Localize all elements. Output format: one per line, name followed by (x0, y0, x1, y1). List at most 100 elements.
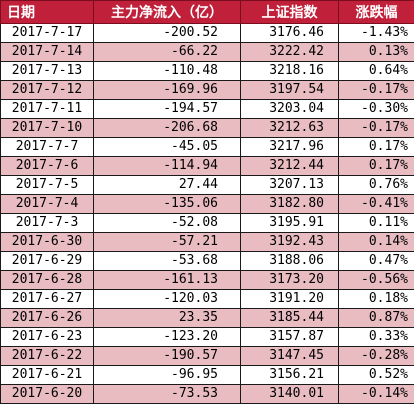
cell-change-percent[interactable]: 0.33% (338, 327, 414, 347)
cell-change-percent[interactable]: 0.17% (338, 137, 414, 157)
cell-date[interactable]: 2017-6-29 (0, 251, 94, 271)
cell-date[interactable]: 2017-7-13 (0, 61, 94, 81)
cell-main-net-inflow[interactable]: -190.57 (93, 346, 241, 366)
cell-date[interactable]: 2017-6-21 (0, 365, 94, 385)
table-row: 2017-7-11 -194.57 3203.04 -0.30% (0, 99, 414, 119)
table-row: 2017-6-27 -120.03 3191.20 0.18% (0, 289, 414, 309)
cell-shanghai-index[interactable]: 3195.91 (240, 213, 339, 233)
cell-date[interactable]: 2017-6-22 (0, 346, 94, 366)
cell-main-net-inflow[interactable]: -66.22 (93, 42, 241, 62)
table-row: 2017-7-7 -45.05 3217.96 0.17% (0, 137, 414, 157)
cell-main-net-inflow[interactable]: -120.03 (93, 289, 241, 309)
table-row: 2017-6-22 -190.57 3147.45 -0.28% (0, 346, 414, 366)
cell-change-percent[interactable]: -0.28% (338, 346, 414, 366)
cell-main-net-inflow[interactable]: -206.68 (93, 118, 241, 138)
cell-shanghai-index[interactable]: 3173.20 (240, 270, 339, 290)
cell-shanghai-index[interactable]: 3192.43 (240, 232, 339, 252)
cell-change-percent[interactable]: 0.52% (338, 365, 414, 385)
cell-change-percent[interactable]: -0.56% (338, 270, 414, 290)
cell-date[interactable]: 2017-7-6 (0, 156, 94, 176)
table-row: 2017-6-29 -53.68 3188.06 0.47% (0, 251, 414, 271)
cell-date[interactable]: 2017-6-20 (0, 384, 94, 404)
cell-shanghai-index[interactable]: 3157.87 (240, 327, 339, 347)
cell-change-percent[interactable]: 0.18% (338, 289, 414, 309)
cell-date[interactable]: 2017-7-3 (0, 213, 94, 233)
cell-shanghai-index[interactable]: 3182.80 (240, 194, 339, 214)
cell-shanghai-index[interactable]: 3218.16 (240, 61, 339, 81)
cell-change-percent[interactable]: -0.17% (338, 80, 414, 100)
cell-shanghai-index[interactable]: 3191.20 (240, 289, 339, 309)
cell-main-net-inflow[interactable]: -123.20 (93, 327, 241, 347)
table-row: 2017-6-28 -161.13 3173.20 -0.56% (0, 270, 414, 290)
cell-main-net-inflow[interactable]: -45.05 (93, 137, 241, 157)
header-row: 日期 主力净流入（亿） 上证指数 涨跌幅 (0, 0, 414, 24)
table-row: 2017-7-12 -169.96 3197.54 -0.17% (0, 80, 414, 100)
cell-shanghai-index[interactable]: 3147.45 (240, 346, 339, 366)
cell-main-net-inflow[interactable]: -96.95 (93, 365, 241, 385)
cell-change-percent[interactable]: 0.14% (338, 232, 414, 252)
cell-shanghai-index[interactable]: 3185.44 (240, 308, 339, 328)
cell-date[interactable]: 2017-7-4 (0, 194, 94, 214)
cell-date[interactable]: 2017-7-17 (0, 23, 94, 43)
cell-change-percent[interactable]: 0.13% (338, 42, 414, 62)
cell-date[interactable]: 2017-7-10 (0, 118, 94, 138)
cell-shanghai-index[interactable]: 3176.46 (240, 23, 339, 43)
cell-main-net-inflow[interactable]: -169.96 (93, 80, 241, 100)
cell-date[interactable]: 2017-6-30 (0, 232, 94, 252)
cell-main-net-inflow[interactable]: -57.21 (93, 232, 241, 252)
cell-shanghai-index[interactable]: 3203.04 (240, 99, 339, 119)
cell-main-net-inflow[interactable]: -194.57 (93, 99, 241, 119)
cell-change-percent[interactable]: -0.14% (338, 384, 414, 404)
cell-shanghai-index[interactable]: 3207.13 (240, 175, 339, 195)
cell-shanghai-index[interactable]: 3222.42 (240, 42, 339, 62)
cell-change-percent[interactable]: -0.41% (338, 194, 414, 214)
table-row: 2017-6-30 -57.21 3192.43 0.14% (0, 232, 414, 252)
cell-shanghai-index[interactable]: 3140.01 (240, 384, 339, 404)
cell-shanghai-index[interactable]: 3156.21 (240, 365, 339, 385)
cell-date[interactable]: 2017-7-7 (0, 137, 94, 157)
column-header-change-percent: 涨跌幅 (338, 0, 414, 24)
cell-shanghai-index[interactable]: 3217.96 (240, 137, 339, 157)
cell-change-percent[interactable]: 0.87% (338, 308, 414, 328)
cell-main-net-inflow[interactable]: -114.94 (93, 156, 241, 176)
cell-date[interactable]: 2017-6-27 (0, 289, 94, 309)
cell-date[interactable]: 2017-6-28 (0, 270, 94, 290)
cell-main-net-inflow[interactable]: -135.06 (93, 194, 241, 214)
table-row: 2017-7-10 -206.68 3212.63 -0.17% (0, 118, 414, 138)
cell-date[interactable]: 2017-7-5 (0, 175, 94, 195)
cell-date[interactable]: 2017-7-11 (0, 99, 94, 119)
cell-main-net-inflow[interactable]: -53.68 (93, 251, 241, 271)
cell-main-net-inflow[interactable]: -52.08 (93, 213, 241, 233)
column-header-shanghai-index: 上证指数 (240, 0, 339, 24)
cell-date[interactable]: 2017-6-23 (0, 327, 94, 347)
cell-shanghai-index[interactable]: 3212.44 (240, 156, 339, 176)
cell-date[interactable]: 2017-7-12 (0, 80, 94, 100)
cell-shanghai-index[interactable]: 3212.63 (240, 118, 339, 138)
cell-change-percent[interactable]: 0.76% (338, 175, 414, 195)
cell-date[interactable]: 2017-7-14 (0, 42, 94, 62)
cell-main-net-inflow[interactable]: -200.52 (93, 23, 241, 43)
cell-main-net-inflow[interactable]: 23.35 (93, 308, 241, 328)
cell-main-net-inflow[interactable]: -110.48 (93, 61, 241, 81)
cell-shanghai-index[interactable]: 3197.54 (240, 80, 339, 100)
cell-change-percent[interactable]: 0.47% (338, 251, 414, 271)
table-row: 2017-7-6 -114.94 3212.44 0.17% (0, 156, 414, 176)
cell-main-net-inflow[interactable]: 27.44 (93, 175, 241, 195)
table-row: 2017-7-17 -200.52 3176.46 -1.43% (0, 23, 414, 43)
cell-change-percent[interactable]: -0.30% (338, 99, 414, 119)
cell-change-percent[interactable]: 0.64% (338, 61, 414, 81)
cell-change-percent[interactable]: 0.11% (338, 213, 414, 233)
cell-shanghai-index[interactable]: 3188.06 (240, 251, 339, 271)
table-row: 2017-7-5 27.44 3207.13 0.76% (0, 175, 414, 195)
cell-main-net-inflow[interactable]: -73.53 (93, 384, 241, 404)
cell-main-net-inflow[interactable]: -161.13 (93, 270, 241, 290)
cell-change-percent[interactable]: -1.43% (338, 23, 414, 43)
cell-change-percent[interactable]: 0.17% (338, 156, 414, 176)
column-header-date: 日期 (0, 0, 94, 24)
cell-change-percent[interactable]: -0.17% (338, 118, 414, 138)
cell-date[interactable]: 2017-6-26 (0, 308, 94, 328)
column-header-main-net-inflow: 主力净流入（亿） (93, 0, 241, 24)
table-row: 2017-7-4 -135.06 3182.80 -0.41% (0, 194, 414, 214)
